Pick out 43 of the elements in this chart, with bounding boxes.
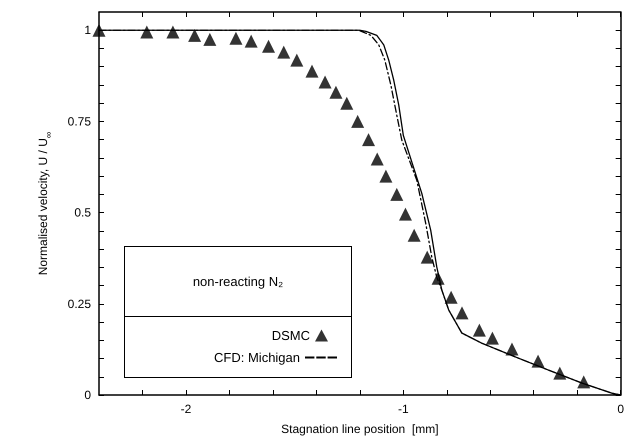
point xyxy=(486,332,499,345)
point xyxy=(277,46,290,59)
point xyxy=(340,96,354,110)
point xyxy=(553,366,566,380)
x-axis-title: Stagnation line position [mm] xyxy=(281,422,439,436)
point xyxy=(420,250,434,264)
point xyxy=(390,188,404,201)
point xyxy=(306,64,319,78)
point xyxy=(532,354,545,368)
point xyxy=(370,152,384,166)
point xyxy=(92,24,106,37)
x-tick-label: -2 xyxy=(180,402,192,416)
point xyxy=(379,170,392,183)
point xyxy=(505,342,518,356)
point xyxy=(262,40,276,53)
point xyxy=(432,272,445,285)
y-tick-label: 1 xyxy=(84,23,92,38)
x-tick-label: -1 xyxy=(398,402,409,416)
point xyxy=(351,114,364,128)
point xyxy=(398,208,412,221)
point xyxy=(203,32,216,46)
point xyxy=(455,306,468,320)
y-tick-label: 0.75 xyxy=(68,114,92,128)
x-tick-label: 0 xyxy=(617,402,624,416)
point xyxy=(140,26,154,39)
y-tick-label: 0.5 xyxy=(74,206,92,220)
point xyxy=(329,86,342,99)
point xyxy=(290,54,304,67)
point xyxy=(408,228,421,242)
point xyxy=(229,32,242,45)
y-tick-label: 0 xyxy=(84,388,92,402)
y-axis-title: Normalised velocity, U / U∞ xyxy=(36,131,54,276)
point xyxy=(444,290,458,304)
point xyxy=(362,133,376,146)
y-tick-label: 0.25 xyxy=(68,296,92,311)
point xyxy=(577,375,590,388)
legend-label: CFD: Michigan xyxy=(214,350,300,365)
point xyxy=(318,76,332,89)
point xyxy=(188,28,202,42)
point xyxy=(472,324,486,337)
legend-label: DSMC xyxy=(272,328,310,343)
point xyxy=(166,26,180,39)
point xyxy=(244,34,258,48)
